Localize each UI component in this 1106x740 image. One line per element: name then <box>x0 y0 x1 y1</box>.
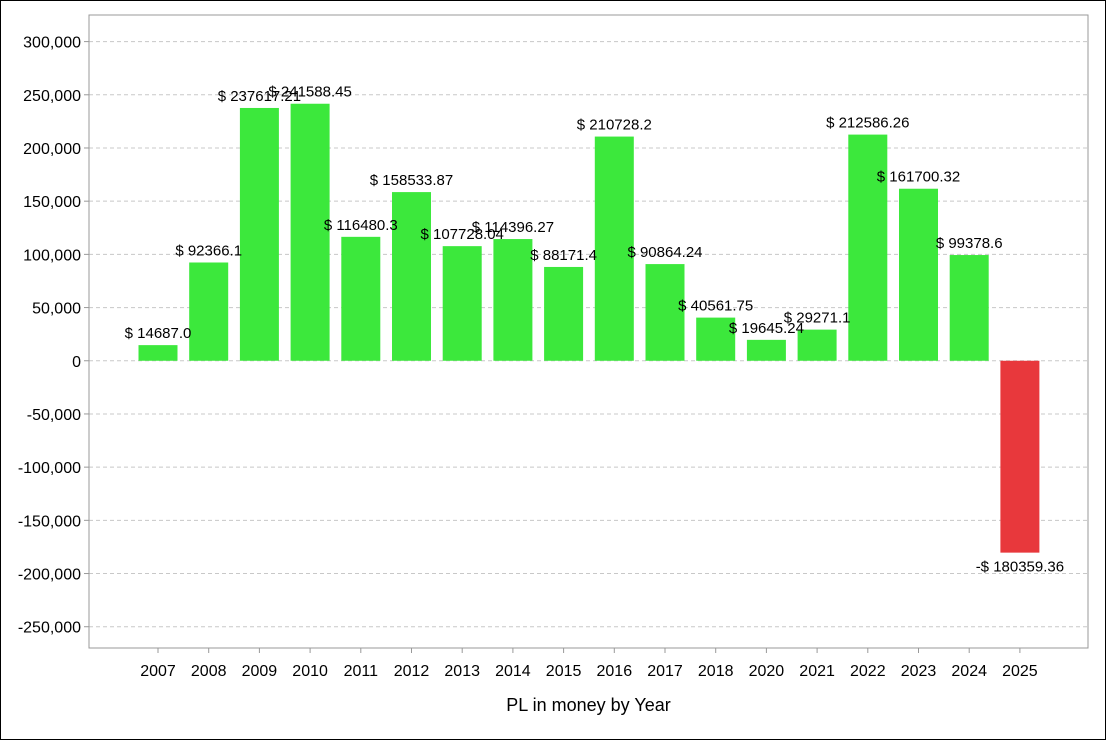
bar <box>544 266 584 361</box>
y-axis: 300,000 250,000 200,000 150,000 100,000 50,00… <box>18 35 89 637</box>
x-tick-label: 2008 <box>191 663 227 680</box>
data-label: $ 88171.4 <box>530 247 597 264</box>
data-label: $ 90864.24 <box>627 244 702 261</box>
bar <box>746 339 786 361</box>
data-label: $ 116480.3 <box>324 217 398 234</box>
y-tick-label: 300,000 <box>23 35 81 52</box>
data-labels: $ 14687.0 $ 92366.1 $ 237617.21$ 241588.45… <box>125 84 1064 576</box>
bar <box>899 188 938 361</box>
y-tick-label: -200,000 <box>18 567 81 584</box>
x-tick-label: 2021 <box>799 663 835 680</box>
data-label: $ 29271.1 <box>784 310 851 327</box>
x-axis-title: PL in money by Year <box>506 695 670 715</box>
y-tick-label: 0 <box>72 354 81 371</box>
data-label: $ 241588.45 <box>268 84 351 101</box>
data-label: $ 19645.24 <box>729 320 804 337</box>
bar <box>696 317 736 361</box>
bar <box>1000 360 1040 553</box>
data-label: $ 92366.1 <box>175 242 242 259</box>
x-tick-label: 2009 <box>242 663 278 680</box>
plot-area <box>88 14 1089 649</box>
data-label: $ 210728.2 <box>577 117 652 134</box>
y-tick-label: 50,000 <box>32 301 81 318</box>
y-tick-label: 200,000 <box>23 141 81 158</box>
data-label: $ 114396.27 <box>472 219 554 236</box>
x-tick-label: 2012 <box>394 663 430 680</box>
x-axis: 2007 2008 2009 2010 2011 2012 2013 2014 2015 2016… <box>140 648 1038 680</box>
y-tick-label: 250,000 <box>23 88 81 105</box>
x-tick-label: 2023 <box>901 663 937 680</box>
data-label: $ 99378.6 <box>936 235 1003 252</box>
gridlines <box>89 41 1088 628</box>
bar <box>949 255 989 361</box>
data-label: $ 212586.26 <box>826 115 909 132</box>
bar <box>848 134 888 361</box>
bar <box>797 329 837 361</box>
x-tick-label: 2024 <box>951 663 987 680</box>
data-label: $ 107728.04 <box>420 226 503 243</box>
y-tick-label: 150,000 <box>23 194 81 211</box>
bar <box>493 239 533 361</box>
bars <box>138 103 1040 553</box>
bar <box>442 246 482 361</box>
data-label: $ 14687.0 <box>125 325 192 342</box>
bar <box>392 192 431 361</box>
bar <box>341 236 381 361</box>
x-tick-label: 2020 <box>749 663 785 680</box>
y-tick-label: -250,000 <box>18 620 81 637</box>
y-tick-label: -150,000 <box>18 513 81 530</box>
bar <box>594 136 634 361</box>
data-label: -$ 180359.36 <box>976 559 1064 576</box>
bar <box>189 262 229 361</box>
x-tick-label: 2010 <box>292 663 328 680</box>
y-tick-label: 100,000 <box>23 247 81 264</box>
y-tick-label: -100,000 <box>18 460 81 477</box>
x-tick-label: 2014 <box>495 663 531 680</box>
x-tick-label: 2007 <box>140 663 176 680</box>
x-tick-label: 2015 <box>546 663 582 680</box>
x-tick-label: 2016 <box>597 663 633 680</box>
x-tick-label: 2018 <box>698 663 734 680</box>
bar <box>290 103 330 361</box>
x-tick-label: 2017 <box>647 663 683 680</box>
x-tick-label: 2022 <box>850 663 886 680</box>
x-tick-label: 2013 <box>444 663 480 680</box>
bar <box>239 107 279 361</box>
data-label: $ 161700.32 <box>877 169 960 186</box>
y-tick-label: -50,000 <box>27 407 81 424</box>
bar <box>645 264 685 361</box>
data-label: $ 40561.75 <box>678 298 753 315</box>
data-label: $ 237617.21 <box>218 88 301 105</box>
x-tick-label: 2025 <box>1002 663 1038 680</box>
x-tick-label: 2011 <box>344 663 379 680</box>
bar <box>138 345 178 361</box>
data-label: $ 158533.87 <box>370 172 453 189</box>
